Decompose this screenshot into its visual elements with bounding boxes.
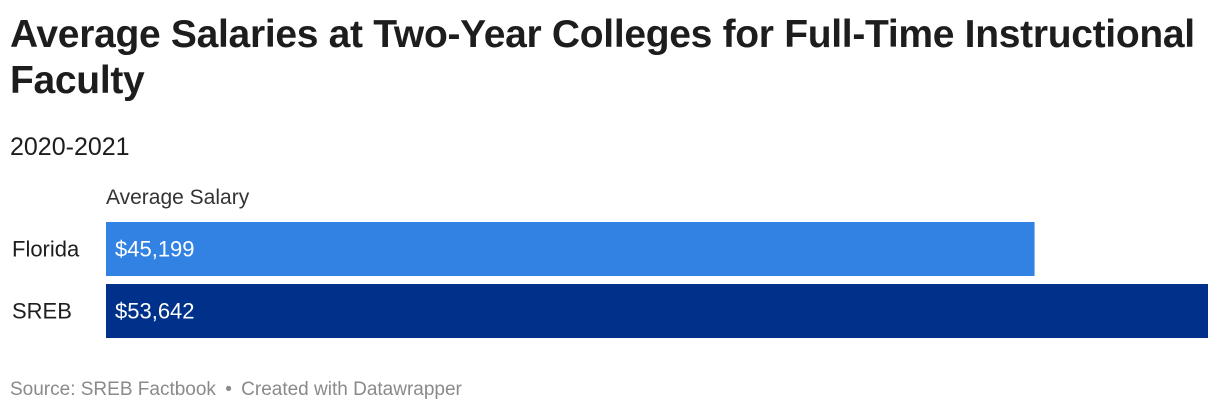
category-label-sreb: SREB	[12, 299, 72, 324]
bar-sreb	[106, 284, 1208, 338]
bar-florida	[106, 222, 1035, 276]
value-label-sreb: $53,642	[115, 299, 195, 324]
footer-separator: •	[225, 379, 232, 400]
category-label-florida: Florida	[12, 237, 80, 262]
value-column-header: Average Salary	[106, 186, 250, 209]
credit-note: Created with Datawrapper	[241, 379, 462, 400]
chart-title: Average Salaries at Two-Year Colleges fo…	[10, 13, 1195, 102]
chart-subtitle: 2020-2021	[10, 133, 130, 161]
chart-footer: Source: SREB Factbook • Created with Dat…	[10, 378, 462, 402]
value-label-florida: $45,199	[115, 237, 195, 262]
source-note: Source: SREB Factbook	[10, 379, 216, 400]
